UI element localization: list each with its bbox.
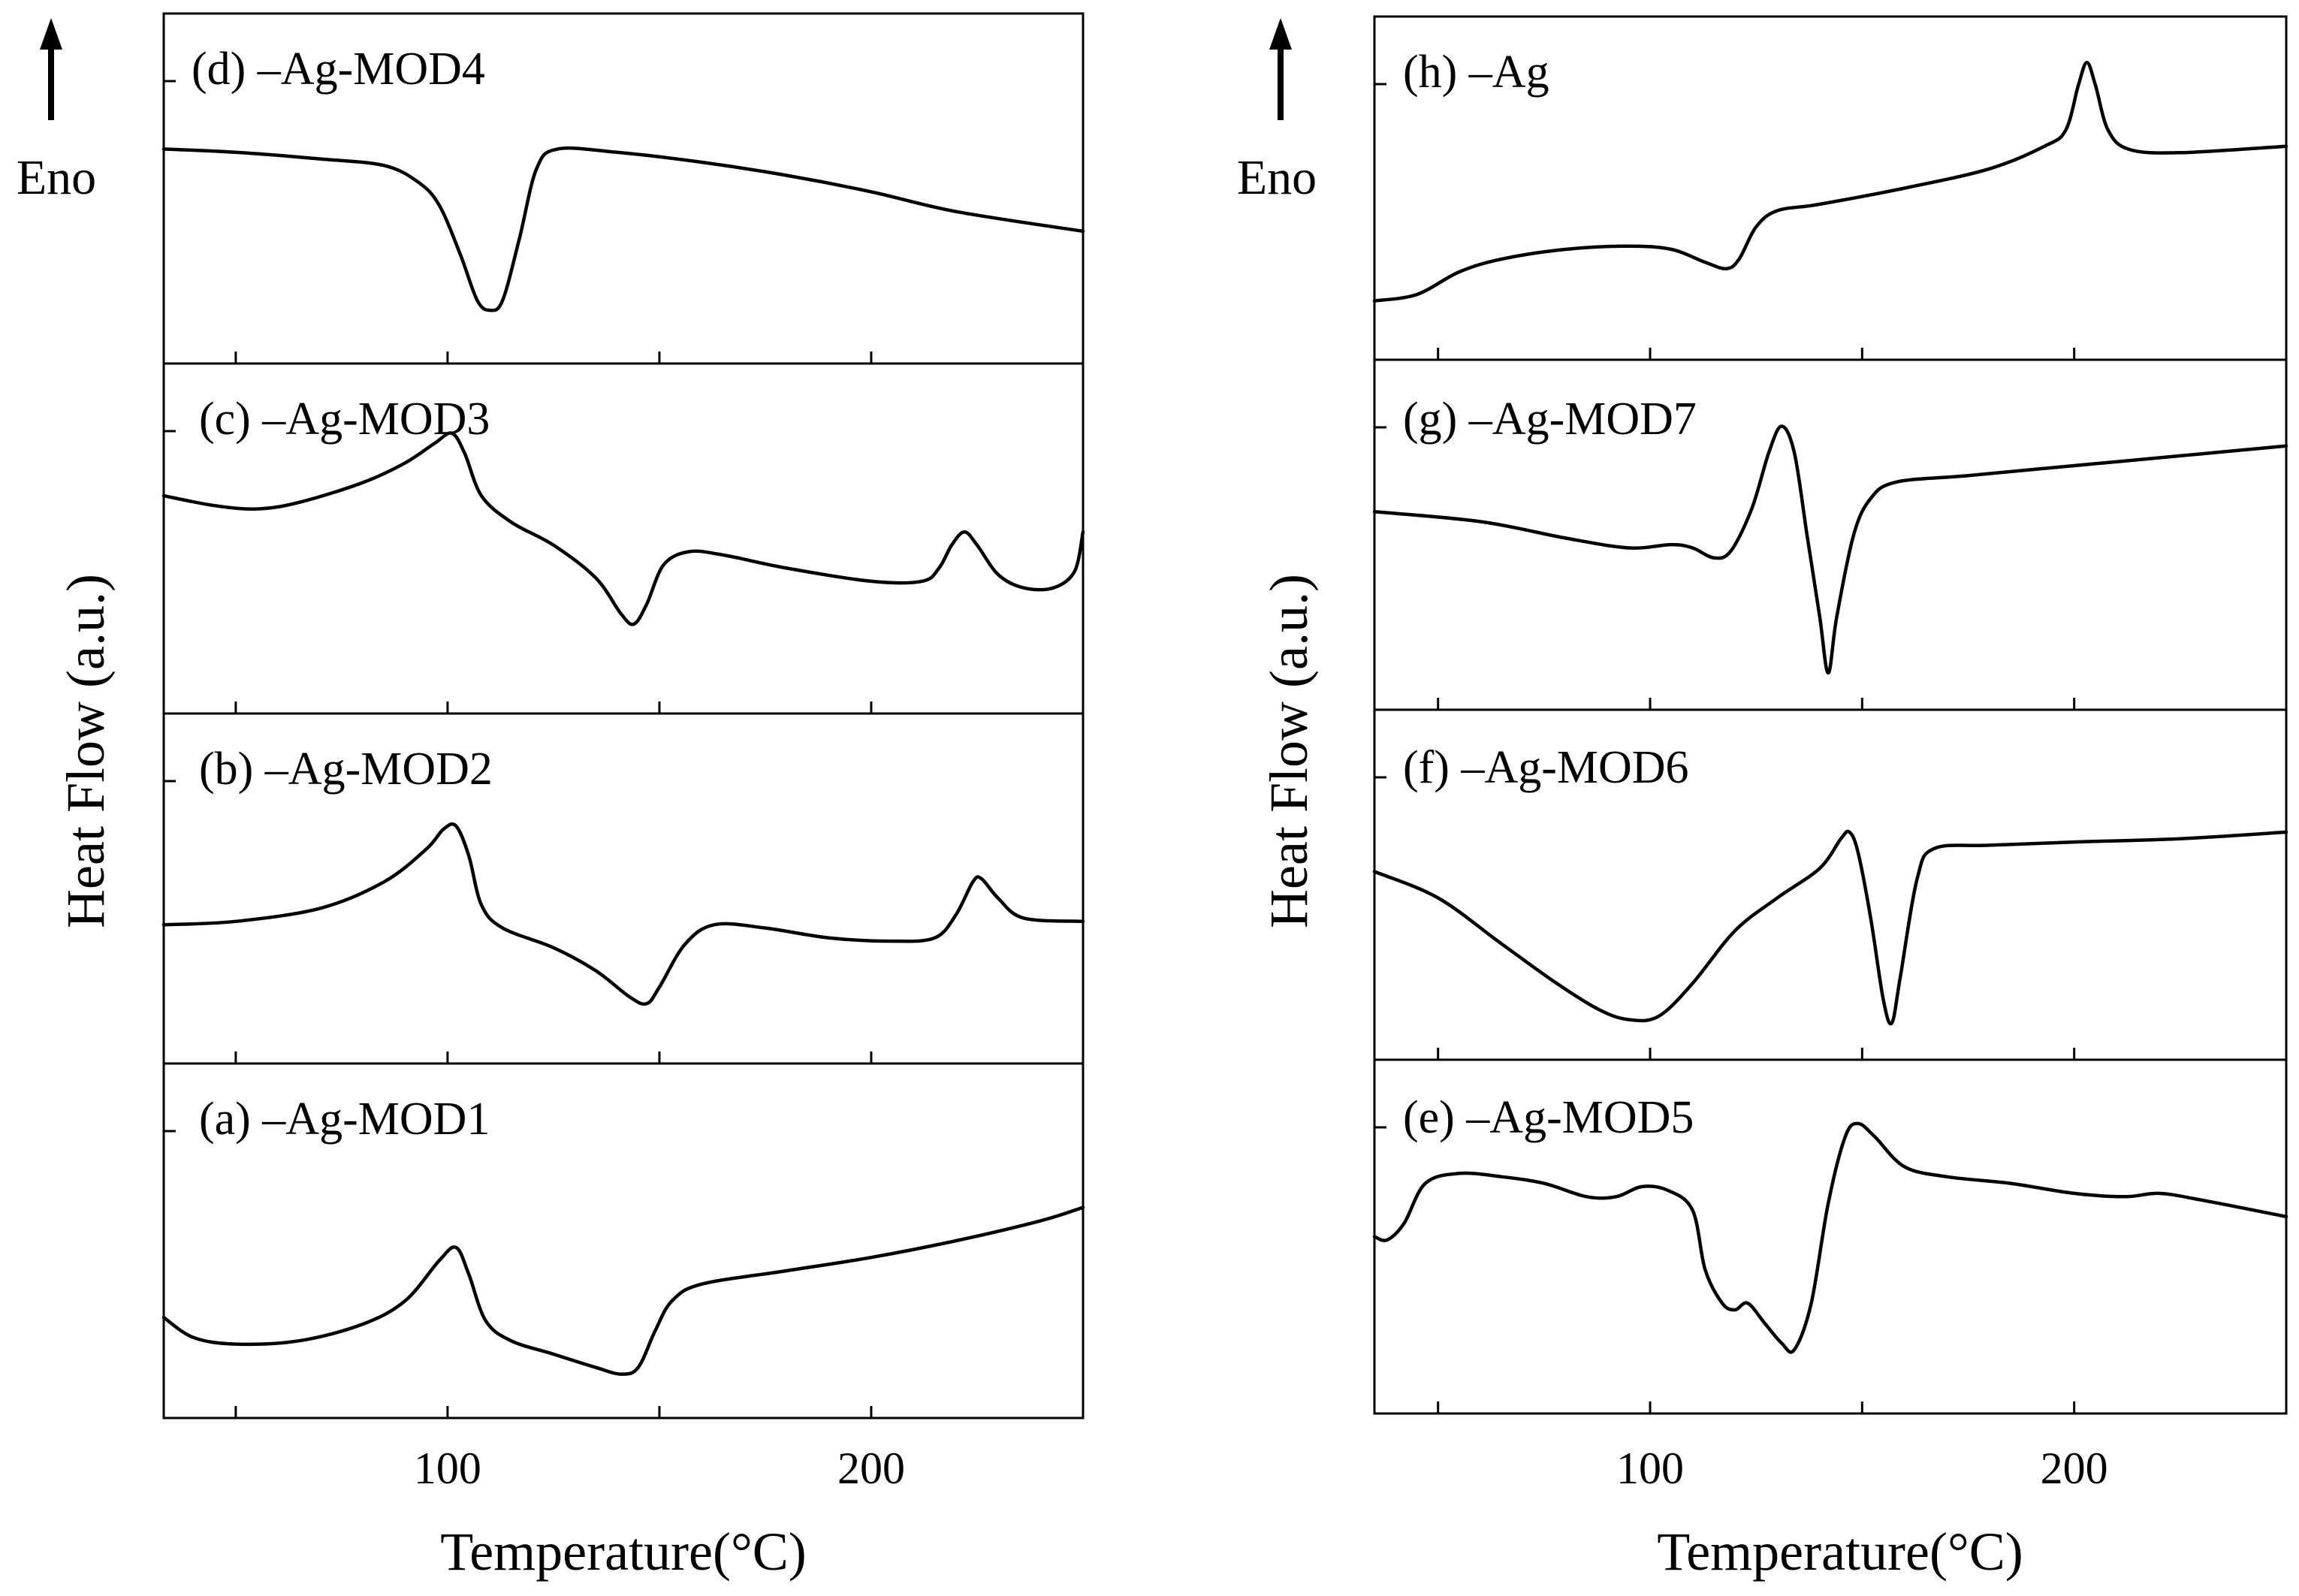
x-tick-label: 200	[837, 1444, 905, 1493]
panel-c: (c) –Ag-MOD3	[161, 362, 1085, 715]
panel-b: (b) –Ag-MOD2	[161, 712, 1085, 1065]
curve-b	[161, 822, 1085, 1006]
x-tick-label: 200	[2041, 1444, 2108, 1493]
left-chart: Eno Heat Flow (a.u.) (d) –Ag-MOD4 (c) –A…	[17, 12, 1085, 1582]
panel-label-c: (c) –Ag-MOD3	[199, 394, 490, 445]
curve-g	[1372, 424, 2288, 675]
curve-c	[161, 431, 1085, 626]
x-ticks-left: 100 200	[414, 1444, 905, 1493]
x-tick-label: 100	[1616, 1444, 1684, 1493]
panel-label-h: (h) –Ag	[1403, 47, 1549, 98]
x-axis-title-right: Temperature(°C)	[1657, 1522, 2023, 1582]
y-axis-title-right: Heat Flow (a.u.)	[1259, 574, 1319, 928]
y-axis-title-left: Heat Flow (a.u.)	[56, 574, 116, 928]
curve-e	[1372, 1121, 2288, 1354]
endo-label-right: Eno	[1237, 150, 1317, 205]
curve-a	[161, 1205, 1085, 1376]
panel-label-a: (a) –Ag-MOD1	[199, 1094, 490, 1145]
endo-label-left: Eno	[17, 150, 96, 205]
x-ticks-right: 100 200	[1616, 1444, 2108, 1493]
panel-a: (a) –Ag-MOD1	[161, 1062, 1085, 1420]
panel-label-d: (d) –Ag-MOD4	[192, 44, 485, 95]
panel-h: (h) –Ag	[1372, 15, 2288, 361]
endo-arrow-right	[1269, 18, 1292, 120]
curve-d	[161, 146, 1085, 312]
panel-f: (f) –Ag-MOD6	[1372, 708, 2288, 1061]
panel-label-e: (e) –Ag-MOD5	[1403, 1092, 1694, 1143]
panel-label-f: (f) –Ag-MOD6	[1403, 742, 1689, 793]
curve-f	[1372, 829, 2288, 1026]
right-chart: Eno Heat Flow (a.u.) (h) –Ag (g) –Ag-MOD…	[1237, 15, 2288, 1582]
x-axis-title-left: Temperature(°C)	[440, 1522, 807, 1582]
panel-d: (d) –Ag-MOD4	[161, 12, 1085, 365]
panel-label-b: (b) –Ag-MOD2	[199, 744, 493, 795]
panel-frame-a	[162, 1062, 1085, 1420]
panel-label-g: (g) –Ag-MOD7	[1403, 394, 1697, 445]
panel-g: (g) –Ag-MOD7	[1372, 358, 2288, 711]
panel-e: (e) –Ag-MOD5	[1372, 1058, 2288, 1415]
endo-arrow-left	[40, 18, 62, 120]
curve-h	[1372, 60, 2288, 303]
x-tick-label: 100	[414, 1444, 481, 1493]
